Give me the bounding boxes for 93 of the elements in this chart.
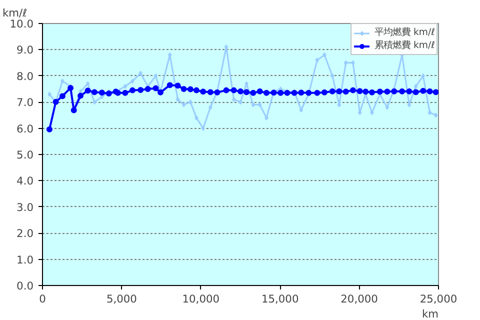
point [350,87,356,94]
point [86,81,90,86]
y-axis-title: km/ℓ [2,6,28,20]
point [130,78,134,84]
point [230,87,237,94]
x-tick-label: 5,000 [106,292,138,306]
point [91,89,98,96]
y-tick-label: 0.0 [16,280,34,292]
point [78,92,84,99]
point [298,90,304,96]
legend-label: 平均燃費 km/ℓ [374,26,435,39]
x-axis-title: km [422,308,439,320]
y-tick-label: 2.0 [16,227,34,240]
point [138,70,142,76]
y-tick-label: 6.0 [16,122,34,136]
point [208,104,212,110]
x-tick-label: 10,000 [182,292,220,306]
y-tick-label: 9.0 [16,44,34,57]
point [207,89,214,96]
legend-label: 累積燃費 km/ℓ [374,39,435,52]
point [421,73,425,78]
point [322,52,326,58]
point [299,107,303,112]
point [314,90,320,96]
point [138,87,144,94]
y-tick-label: 5.0 [16,148,34,162]
point [176,96,180,102]
point [321,89,328,96]
point [122,90,128,96]
point [426,88,433,94]
point [342,88,349,95]
y-tick-label: 7.0 [16,96,34,110]
point [278,90,284,96]
point [330,73,334,78]
point [399,88,406,94]
point [385,104,390,110]
point [193,87,200,94]
point [432,89,438,96]
y-tick-label: 4.0 [16,174,34,188]
point [174,82,181,89]
x-tick-label: 25,000 [420,292,458,306]
point [412,89,419,96]
point [152,85,159,92]
point [238,100,242,105]
point [187,86,194,92]
point [351,60,355,66]
point [188,100,192,105]
point [368,89,375,96]
point [315,58,319,63]
point [414,84,418,89]
point [98,90,105,96]
x-tick-label: 0 [39,292,46,306]
point [84,88,91,94]
point [46,126,52,132]
point [129,87,136,94]
point [256,88,263,94]
point [144,86,151,92]
y-tick-label: 10.0 [10,18,34,30]
point [60,78,64,84]
point [182,102,186,108]
x-tick-label: 20,000 [340,292,378,306]
point [356,88,363,94]
point [48,92,52,97]
point [200,88,206,95]
point [344,60,348,66]
point [244,89,250,96]
point [420,88,426,94]
point [263,90,270,96]
point [166,82,173,88]
point [250,90,256,96]
point [362,88,369,95]
point [232,96,236,102]
point [376,88,383,95]
point [329,88,336,94]
point [92,100,96,105]
point [123,84,128,89]
point [428,110,432,116]
point [180,86,187,92]
y-tick-label: 8.0 [16,70,34,83]
y-tick-label: 3.0 [16,200,34,214]
point [59,93,66,100]
point [406,88,412,94]
point [201,126,205,131]
point [194,115,198,120]
point [223,87,230,94]
point [370,110,374,116]
point [434,112,438,118]
point [336,88,342,94]
point [384,88,390,95]
y-tick-label: 1.0 [16,253,34,266]
x-tick-label: 15,000 [261,292,299,306]
point [391,88,398,94]
point [238,88,244,94]
